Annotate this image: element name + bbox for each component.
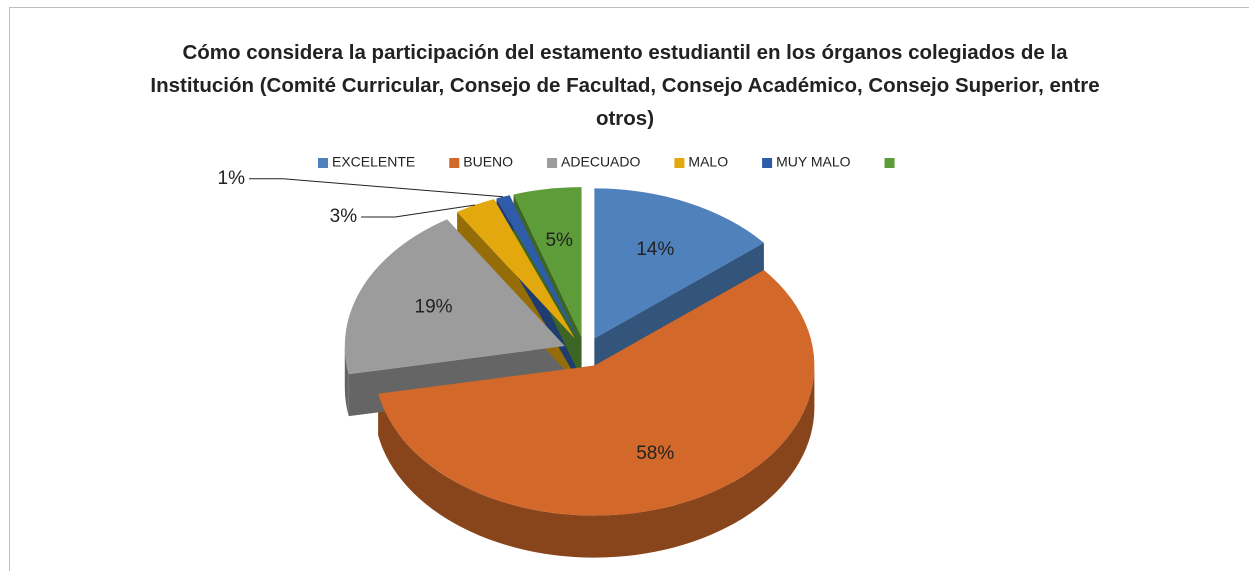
data-label: 5% — [545, 230, 573, 251]
pie-slice — [378, 269, 815, 516]
legend-label: MUY MALO — [776, 154, 851, 170]
data-label: 3% — [330, 206, 358, 227]
pie-slice — [513, 187, 582, 338]
legend-swatch — [318, 158, 328, 168]
chart-frame — [9, 7, 1249, 571]
slice-side-shade — [378, 365, 815, 558]
slice-tops — [344, 187, 815, 516]
slice-side-shade — [344, 346, 349, 417]
legend-swatch — [547, 158, 558, 168]
legend-swatch — [674, 158, 685, 168]
leader-line — [249, 178, 504, 198]
legend-swatch — [762, 158, 773, 168]
data-label: 14% — [636, 239, 674, 260]
slice-side — [378, 365, 815, 558]
pie-slice — [457, 199, 576, 339]
legend-swatch — [884, 158, 895, 168]
legend-label: ADECUADO — [561, 154, 640, 170]
data-label: 1% — [218, 168, 246, 189]
legend-label: EXCELENTE — [332, 154, 415, 170]
legend-label: MALO — [688, 154, 728, 170]
chart-title: Cómo considera la participación del esta… — [150, 41, 1100, 130]
data-label: 19% — [415, 296, 453, 317]
pie-slice — [496, 195, 578, 338]
legend-swatch — [449, 158, 460, 168]
pie-slice — [594, 188, 764, 339]
data-label: 58% — [636, 443, 674, 464]
legend-label: BUENO — [463, 154, 513, 170]
leader-line — [361, 204, 476, 218]
pie-slice — [344, 219, 565, 375]
slice-side — [344, 346, 349, 417]
